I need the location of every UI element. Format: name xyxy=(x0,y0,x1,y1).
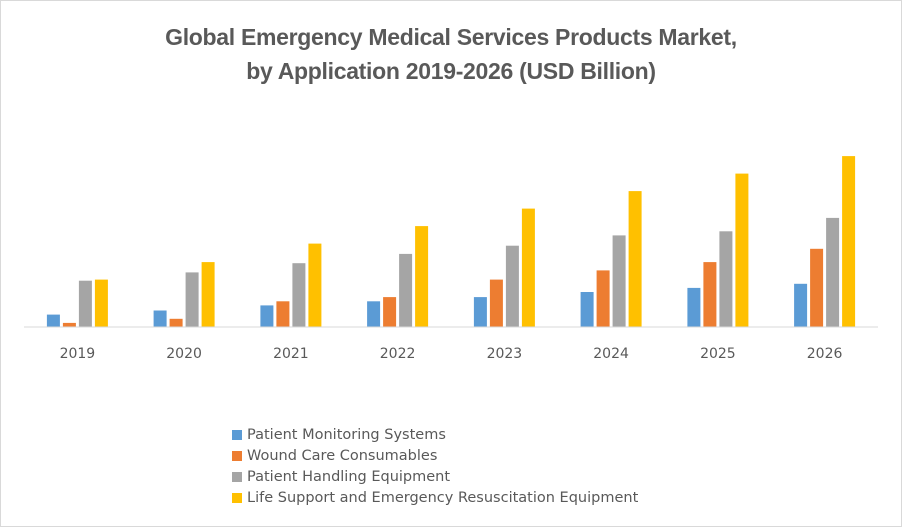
x-tick-label: 2019 xyxy=(60,346,96,362)
bar-2019-life-support-and-emergency-resuscitation-equipment xyxy=(94,279,108,327)
bar-2025-patient-handling-equipment xyxy=(719,231,733,327)
bar-2020-wound-care-consumables xyxy=(169,318,183,327)
legend-label: Patient Monitoring Systems xyxy=(247,426,446,443)
legend-swatch xyxy=(232,471,242,482)
bar-2019-patient-monitoring-systems xyxy=(46,314,60,327)
bar-2024-patient-monitoring-systems xyxy=(580,292,594,327)
x-axis-ticks: 2019 2020 2021 2022 2023 2024 2025 2026 xyxy=(60,346,843,362)
bar-2024-life-support-and-emergency-resuscitation-equipment xyxy=(628,191,642,327)
bar-2021-patient-monitoring-systems xyxy=(260,305,274,327)
legend-label: Wound Care Consumables xyxy=(247,447,438,464)
legend-item: Life Support and Emergency Resuscitation… xyxy=(232,487,638,508)
bar-2022-wound-care-consumables xyxy=(383,297,397,327)
x-tick-label: 2025 xyxy=(700,346,736,362)
x-tick-label: 2023 xyxy=(487,346,523,362)
bar-2022-life-support-and-emergency-resuscitation-equipment xyxy=(415,226,429,327)
x-tick-label: 2020 xyxy=(166,346,202,362)
legend-label: Patient Handling Equipment xyxy=(247,468,451,485)
x-tick-label: 2026 xyxy=(807,346,843,362)
legend-item: Patient Handling Equipment xyxy=(232,466,638,487)
bar-2019-wound-care-consumables xyxy=(62,322,76,327)
bar-2020-life-support-and-emergency-resuscitation-equipment xyxy=(201,262,215,327)
legend-swatch xyxy=(232,450,242,461)
legend-item: Wound Care Consumables xyxy=(232,445,638,466)
bar-2026-patient-handling-equipment xyxy=(826,217,840,327)
bars-group xyxy=(46,156,856,327)
bar-2023-wound-care-consumables xyxy=(489,279,503,327)
bar-2021-wound-care-consumables xyxy=(276,301,290,327)
bar-2026-wound-care-consumables xyxy=(810,248,824,327)
bar-2026-patient-monitoring-systems xyxy=(794,283,808,327)
bar-2025-wound-care-consumables xyxy=(703,262,717,327)
bar-2022-patient-handling-equipment xyxy=(399,253,413,327)
bar-2020-patient-handling-equipment xyxy=(185,272,199,327)
legend-item: Patient Monitoring Systems xyxy=(232,424,638,445)
bar-2025-life-support-and-emergency-resuscitation-equipment xyxy=(735,173,749,327)
bar-2021-patient-handling-equipment xyxy=(292,263,306,327)
bar-2023-patient-handling-equipment xyxy=(505,245,519,327)
bar-2024-patient-handling-equipment xyxy=(612,235,626,327)
bar-2019-patient-handling-equipment xyxy=(78,280,92,327)
chart-title-block: Global Emergency Medical Services Produc… xyxy=(0,20,902,88)
bar-2022-patient-monitoring-systems xyxy=(367,301,381,327)
x-tick-label: 2024 xyxy=(593,346,629,362)
bar-2024-wound-care-consumables xyxy=(596,270,610,327)
chart-subtitle: by Application 2019-2026 (USD Billion) xyxy=(246,58,656,84)
chart-title: Global Emergency Medical Services Produc… xyxy=(165,24,737,50)
legend-swatch xyxy=(232,429,242,440)
legend: Patient Monitoring Systems Wound Care Con… xyxy=(232,424,638,508)
bar-2020-patient-monitoring-systems xyxy=(153,310,167,327)
bar-2023-life-support-and-emergency-resuscitation-equipment xyxy=(521,208,535,327)
bar-chart-plot: 2019 2020 2021 2022 2023 2024 2025 2026 xyxy=(24,156,878,362)
legend-swatch xyxy=(232,492,242,503)
x-tick-label: 2021 xyxy=(273,346,309,362)
bar-2026-life-support-and-emergency-resuscitation-equipment xyxy=(842,156,856,327)
bar-2023-patient-monitoring-systems xyxy=(473,297,487,327)
bar-2025-patient-monitoring-systems xyxy=(687,287,701,327)
bar-2021-life-support-and-emergency-resuscitation-equipment xyxy=(308,243,322,327)
legend-label: Life Support and Emergency Resuscitation… xyxy=(247,489,639,506)
x-tick-label: 2022 xyxy=(380,346,416,362)
